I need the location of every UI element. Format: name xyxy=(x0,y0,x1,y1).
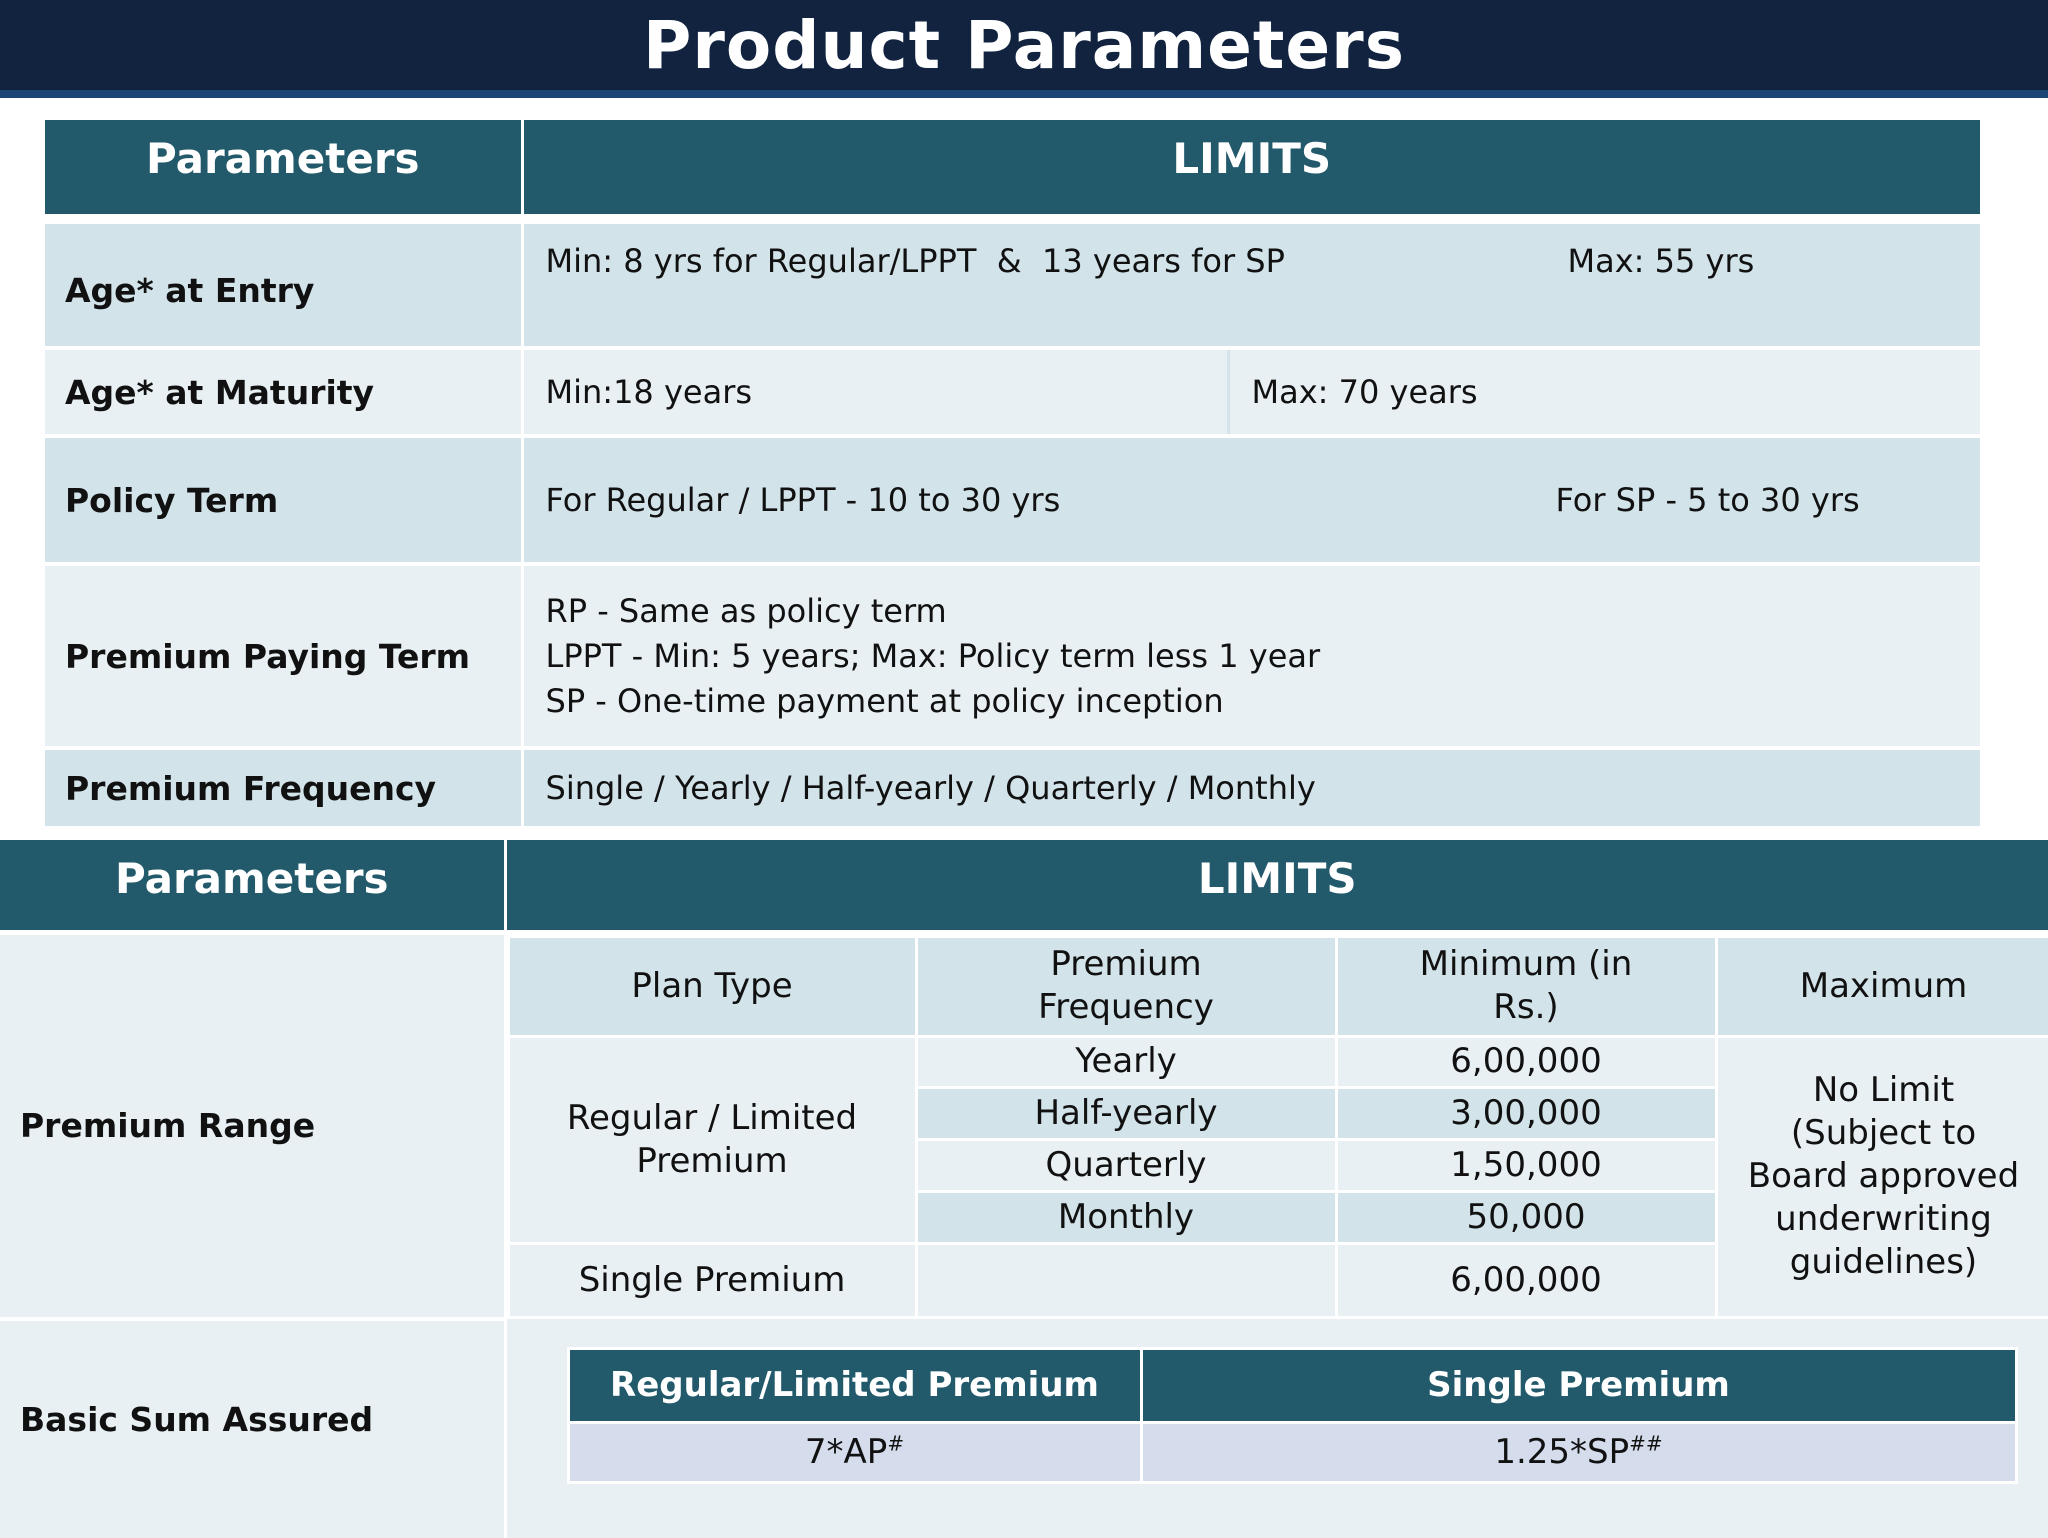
col-single-premium: Single Premium xyxy=(1141,1348,2016,1422)
col-minimum: Minimum (in Rs.) xyxy=(1336,936,1716,1036)
ppt-line: LPPT - Min: 5 years; Max: Policy term le… xyxy=(546,634,1981,679)
col-maximum: Maximum xyxy=(1716,936,2048,1036)
parameters-table-2: Parameters LIMITS Premium Range Plan Typ… xyxy=(0,840,2048,1538)
freq-half-yearly: Half-yearly xyxy=(916,1087,1336,1139)
min-monthly: 50,000 xyxy=(1336,1191,1716,1243)
sum-regular-footnote: # xyxy=(887,1432,904,1456)
label-age-entry: Age* at Entry xyxy=(45,224,522,348)
age-maturity-max: Max: 70 years xyxy=(1230,373,1478,411)
header-limits-2: LIMITS xyxy=(505,840,2048,932)
plan-single-premium: Single Premium xyxy=(508,1243,916,1317)
label-premium-range: Premium Range xyxy=(0,932,505,1319)
label-age-maturity: Age* at Maturity xyxy=(45,348,522,436)
row-premium-paying-term: Premium Paying Term RP - Same as policy … xyxy=(45,564,1980,748)
policy-term-sp: For SP - 5 to 30 yrs xyxy=(1556,481,1860,519)
title-bar: Product Parameters xyxy=(0,0,2048,98)
row-basic-sum-assured: Basic Sum Assured Regular/Limited Premiu… xyxy=(0,1319,2048,1538)
row-age-at-maturity: Age* at Maturity Min:18 years Max: 70 ye… xyxy=(45,348,1980,436)
premium-frequency-value: Single / Yearly / Half-yearly / Quarterl… xyxy=(522,748,1980,828)
min-yearly: 6,00,000 xyxy=(1336,1036,1716,1087)
row-premium-frequency: Premium Frequency Single / Yearly / Half… xyxy=(45,748,1980,828)
min-single: 6,00,000 xyxy=(1336,1243,1716,1317)
parameters-table-1: Parameters LIMITS Age* at Entry Min: 8 y… xyxy=(45,120,1980,830)
row-premium-range: Premium Range Plan Type Premium Frequenc… xyxy=(0,932,2048,1319)
premium-range-table: Plan Type Premium Frequency Minimum (in … xyxy=(507,935,2048,1319)
header-parameters-2: Parameters xyxy=(0,840,505,932)
label-premium-frequency: Premium Frequency xyxy=(45,748,522,828)
col-regular-limited-premium: Regular/Limited Premium xyxy=(568,1348,1141,1422)
policy-term-regular: For Regular / LPPT - 10 to 30 yrs xyxy=(546,481,1556,519)
freq-monthly: Monthly xyxy=(916,1191,1336,1243)
row-age-at-entry: Age* at Entry Min: 8 yrs for Regular/LPP… xyxy=(45,224,1980,348)
freq-single xyxy=(916,1243,1336,1317)
header-limits: LIMITS xyxy=(522,120,1980,214)
sum-assured-regular: 7*AP# xyxy=(568,1422,1141,1482)
page-title: Product Parameters xyxy=(643,7,1405,84)
sum-single-footnote: ## xyxy=(1629,1432,1663,1456)
label-policy-term: Policy Term xyxy=(45,436,522,564)
header-parameters: Parameters xyxy=(45,120,522,214)
col-premium-frequency: Premium Frequency xyxy=(916,936,1336,1036)
freq-yearly: Yearly xyxy=(916,1036,1336,1087)
min-quarterly: 1,50,000 xyxy=(1336,1139,1716,1191)
label-basic-sum-assured: Basic Sum Assured xyxy=(0,1319,505,1538)
label-premium-paying-term: Premium Paying Term xyxy=(45,564,522,748)
col-plan-type: Plan Type xyxy=(508,936,916,1036)
age-maturity-min: Min:18 years xyxy=(524,350,1230,434)
freq-quarterly: Quarterly xyxy=(916,1139,1336,1191)
age-entry-min: Min: 8 yrs for Regular/LPPT & 13 years f… xyxy=(546,242,1568,280)
min-half-yearly: 3,00,000 xyxy=(1336,1087,1716,1139)
ppt-line: RP - Same as policy term xyxy=(546,589,1981,634)
ppt-line: SP - One-time payment at policy inceptio… xyxy=(546,679,1981,724)
sum-regular-value: 7*AP xyxy=(805,1432,887,1472)
maximum-value: No Limit (Subject to Board approved unde… xyxy=(1716,1036,2048,1317)
age-entry-max: Max: 55 yrs xyxy=(1568,242,1755,280)
sum-assured-single: 1.25*SP## xyxy=(1141,1422,2016,1482)
plan-regular-limited: Regular / Limited Premium xyxy=(508,1036,916,1243)
row-policy-term: Policy Term For Regular / LPPT - 10 to 3… xyxy=(45,436,1980,564)
sum-assured-table: Regular/Limited Premium Single Premium 7… xyxy=(567,1347,2018,1484)
sum-single-value: 1.25*SP xyxy=(1494,1432,1629,1472)
